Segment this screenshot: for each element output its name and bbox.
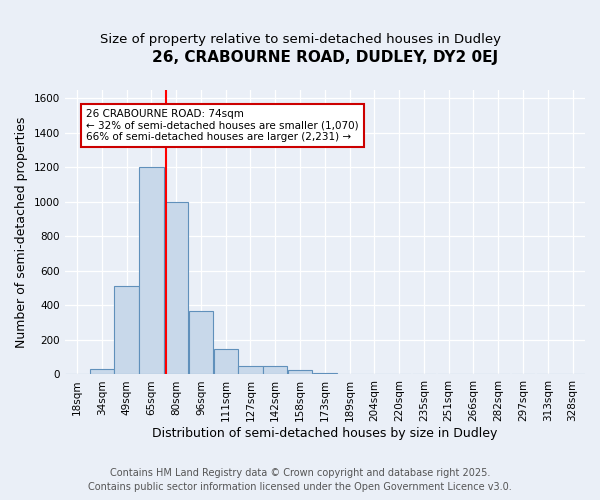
Bar (115, 286, 139, 374)
Bar (189, 310, 213, 374)
Text: Contains HM Land Registry data © Crown copyright and database right 2025.
Contai: Contains HM Land Registry data © Crown c… (88, 468, 512, 492)
X-axis label: Distribution of semi-detached houses by size in Dudley: Distribution of semi-detached houses by … (152, 427, 497, 440)
Bar (288, 370, 312, 374)
Bar (89, 370, 114, 374)
Bar (238, 366, 263, 374)
Bar (214, 348, 238, 374)
Bar (164, 202, 188, 374)
Y-axis label: Number of semi-detached properties: Number of semi-detached properties (15, 116, 28, 348)
Text: Size of property relative to semi-detached houses in Dudley: Size of property relative to semi-detach… (100, 32, 500, 46)
Bar (263, 366, 287, 374)
Bar (313, 372, 337, 374)
Title: 26, CRABOURNE ROAD, DUDLEY, DY2 0EJ: 26, CRABOURNE ROAD, DUDLEY, DY2 0EJ (152, 50, 498, 65)
Text: 26 CRABOURNE ROAD: 74sqm
← 32% of semi-detached houses are smaller (1,070)
66% o: 26 CRABOURNE ROAD: 74sqm ← 32% of semi-d… (86, 109, 358, 142)
Bar (139, 168, 164, 374)
